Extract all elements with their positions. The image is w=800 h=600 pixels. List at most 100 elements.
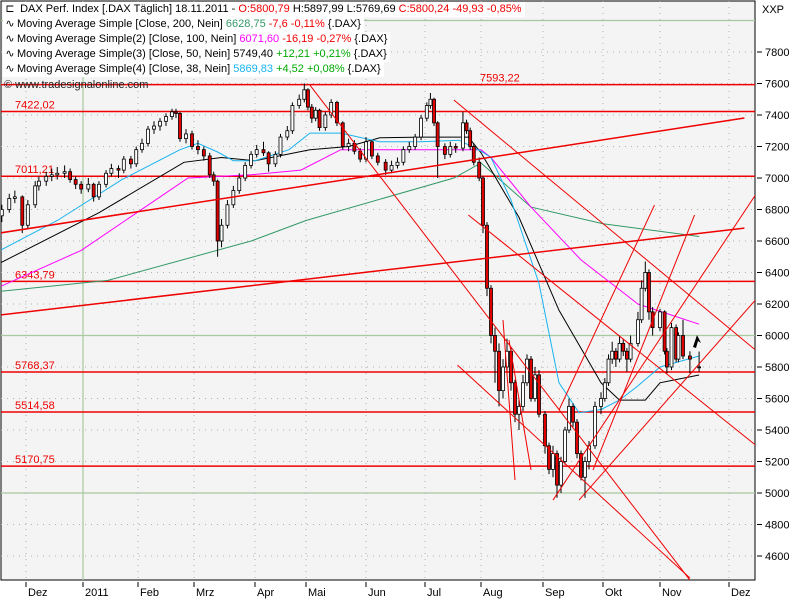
trendline[interactable]: [0, 227, 745, 316]
legend-ma38[interactable]: ∿ Moving Average Simple(4) [Close, 38, Ne…: [3, 62, 525, 77]
candle-body: [33, 185, 38, 206]
candle-body: [290, 105, 295, 132]
candle-body: [401, 149, 406, 163]
candle-body: [688, 355, 692, 360]
candle-body: [606, 358, 611, 384]
candle-body: [621, 342, 626, 352]
candle-body: [593, 405, 597, 447]
x-tick-label: Dez: [28, 587, 48, 599]
candle: [665, 348, 669, 374]
trendline[interactable]: [552, 194, 755, 501]
trendline[interactable]: [468, 214, 755, 446]
y-tick-label: 5400: [765, 425, 789, 437]
candle: [20, 195, 25, 234]
legend-ma200[interactable]: ∿ Moving Average Simple [Close, 200, Nein…: [3, 17, 525, 32]
candle-body: [567, 405, 571, 431]
candle-body: [676, 335, 681, 360]
legend-ma50[interactable]: ∿ Moving Average Simple(3) [Close, 50, Ne…: [3, 47, 525, 62]
candle-body: [211, 174, 216, 182]
candle: [254, 144, 259, 158]
trendline[interactable]: [0, 117, 745, 234]
candle: [481, 176, 485, 234]
candle-body: [73, 179, 78, 185]
candle-body: [625, 350, 629, 360]
quote-date: 18.11.2011: [175, 3, 229, 15]
candle: [73, 176, 78, 190]
candle-body: [152, 125, 156, 130]
candle-body: [617, 342, 622, 360]
candle: [424, 102, 429, 122]
trendline[interactable]: [508, 339, 532, 471]
candle: [55, 166, 60, 180]
candle-body: [669, 327, 674, 368]
candle: [579, 450, 583, 481]
axis-unit-label: XXP: [762, 4, 784, 16]
x-tick-label: Okt: [605, 587, 622, 599]
candle-body: [636, 319, 640, 344]
candle-body: [501, 366, 505, 392]
indicator-label: Moving Average Simple [Close, 200, Nein]: [17, 18, 223, 30]
candle-body: [196, 146, 200, 151]
candle: [190, 130, 194, 150]
candle: [419, 115, 423, 141]
candle-body: [323, 114, 328, 128]
trendline[interactable]: [502, 320, 516, 481]
candle-body: [647, 272, 651, 313]
x-tick-label: Feb: [140, 587, 159, 599]
candle: [104, 170, 108, 188]
indicator-change-pct: -0,11%: [290, 18, 325, 30]
candle: [547, 442, 551, 475]
candle: [340, 121, 345, 150]
candle-body: [7, 198, 12, 210]
indicator-change: +12,21: [276, 48, 311, 60]
candle: [593, 401, 597, 449]
candle: [529, 355, 533, 402]
level-label: 7011,21: [15, 164, 54, 176]
candle-body: [243, 164, 248, 179]
trendline[interactable]: [558, 204, 655, 411]
candle-body: [170, 111, 174, 117]
candle-body: [86, 183, 91, 190]
indicator-value: 5749,40: [233, 48, 274, 60]
candle: [317, 108, 322, 131]
candle-body: [525, 358, 529, 384]
candle-body: [313, 109, 318, 119]
candle: [290, 102, 295, 134]
candle-body: [464, 122, 469, 132]
candle-body: [643, 272, 648, 289]
candle: [621, 338, 626, 356]
trendline[interactable]: [453, 99, 755, 351]
candle-body: [613, 350, 618, 360]
candle: [33, 181, 38, 208]
candle: [676, 332, 681, 363]
candle: [501, 359, 505, 399]
candle-body: [529, 358, 533, 399]
trendline[interactable]: [309, 84, 691, 580]
trendline[interactable]: [578, 299, 755, 501]
candle: [551, 445, 555, 478]
candle-body: [383, 161, 388, 171]
candle-body: [389, 164, 394, 171]
y-tick-label: 7800: [765, 47, 789, 59]
candle: [567, 398, 571, 434]
candle-body: [129, 158, 133, 165]
candle-body: [435, 122, 440, 147]
candle: [237, 173, 242, 194]
candle: [658, 308, 662, 331]
x-tick-label: Aug: [483, 587, 503, 599]
candle-body: [419, 117, 423, 138]
candle-body: [44, 176, 49, 182]
legend-ma100[interactable]: ∿ Moving Average Simple(2) [Close, 100, N…: [3, 32, 525, 47]
candle: [407, 141, 412, 153]
y-tick-label: 6800: [765, 205, 789, 217]
plot-area[interactable]: [0, 0, 756, 581]
candle-body: [146, 128, 150, 144]
candle-body: [140, 142, 144, 151]
trendline[interactable]: [592, 214, 695, 471]
candle: [617, 335, 622, 363]
indicator-symbol: {.DAX}: [347, 63, 381, 75]
candle: [207, 152, 212, 178]
y-tick-label: 7200: [765, 142, 789, 154]
trendline[interactable]: [457, 364, 691, 579]
